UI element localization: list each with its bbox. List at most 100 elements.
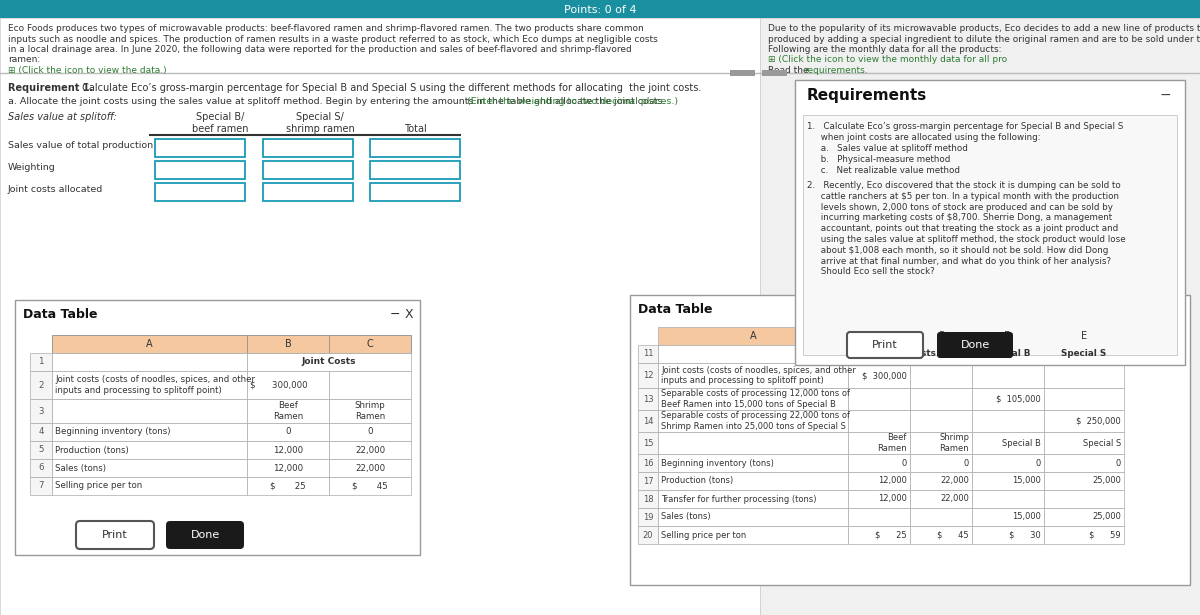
Text: Joint Costs: Joint Costs — [301, 357, 356, 367]
Bar — [972, 472, 1044, 490]
Text: ramen:: ramen: — [8, 55, 41, 65]
Text: a.   Sales value at splitoff method: a. Sales value at splitoff method — [808, 144, 968, 153]
Text: Separable costs of processing 22,000 tons of
Shrimp Ramen into 25,000 tons of Sp: Separable costs of processing 22,000 ton… — [661, 411, 850, 430]
Text: Selling price per ton: Selling price per ton — [661, 531, 746, 539]
Text: $       25: $ 25 — [270, 482, 306, 491]
Bar — [972, 410, 1044, 432]
Text: $      25: $ 25 — [875, 531, 907, 539]
Bar — [848, 508, 910, 526]
Bar — [52, 441, 247, 459]
Text: 0: 0 — [1036, 459, 1042, 467]
Text: 1.   Calculate Eco’s gross-margin percentage for Special B and Special S: 1. Calculate Eco’s gross-margin percenta… — [808, 122, 1123, 131]
Bar — [910, 472, 972, 490]
Bar — [910, 327, 972, 345]
Bar — [910, 508, 972, 526]
Text: c.   Net realizable value method: c. Net realizable value method — [808, 166, 960, 175]
Text: 2: 2 — [38, 381, 43, 389]
Bar — [52, 353, 247, 371]
Text: Sales (tons): Sales (tons) — [55, 464, 106, 472]
Text: 0: 0 — [286, 427, 290, 437]
Bar — [155, 183, 245, 201]
Bar — [370, 161, 460, 179]
Text: $      30: $ 30 — [1009, 531, 1042, 539]
Bar — [247, 335, 329, 353]
Text: Transfer for further processing (tons): Transfer for further processing (tons) — [661, 494, 816, 504]
Text: Total: Total — [403, 124, 426, 134]
Bar — [329, 423, 410, 441]
Text: Sales value of total production at splitoff: Sales value of total production at split… — [8, 141, 202, 150]
Bar — [760, 18, 1200, 615]
Text: C: C — [937, 331, 944, 341]
Bar — [52, 477, 247, 495]
Bar — [658, 327, 848, 345]
Bar — [14, 300, 420, 555]
Bar — [910, 490, 972, 508]
Text: Points: 0 of 4: Points: 0 of 4 — [564, 5, 636, 15]
Bar — [1044, 490, 1124, 508]
Bar — [972, 432, 1044, 454]
Text: Sales value at splitoff:: Sales value at splitoff: — [8, 112, 116, 122]
Text: ⊞ (Click the icon to view the data.): ⊞ (Click the icon to view the data.) — [8, 66, 167, 75]
Bar — [848, 432, 910, 454]
Text: $       45: $ 45 — [352, 482, 388, 491]
Text: Data Table: Data Table — [638, 303, 713, 316]
Bar — [638, 410, 658, 432]
Text: incurring marketing costs of $8,700. Sherrie Dong, a management: incurring marketing costs of $8,700. She… — [808, 213, 1112, 223]
Bar — [30, 423, 52, 441]
Text: Production (tons): Production (tons) — [55, 445, 128, 454]
Text: arrive at that final number, and what do you think of her analysis?: arrive at that final number, and what do… — [808, 256, 1111, 266]
Bar — [30, 371, 52, 399]
Text: −: − — [1159, 88, 1171, 102]
Bar — [1044, 363, 1124, 388]
Bar — [247, 353, 410, 371]
Bar — [30, 459, 52, 477]
Bar — [910, 388, 972, 410]
Text: 17: 17 — [643, 477, 653, 485]
Bar — [638, 345, 658, 363]
Bar — [1044, 472, 1124, 490]
Text: Joint Costs: Joint Costs — [883, 349, 936, 359]
Bar — [796, 80, 1186, 365]
FancyBboxPatch shape — [76, 521, 154, 549]
Bar — [848, 363, 910, 388]
Text: 22,000: 22,000 — [355, 464, 385, 472]
Text: a. Allocate the joint costs using the sales value at splitoff method. Begin by e: a. Allocate the joint costs using the sa… — [8, 97, 666, 106]
Text: 12,000: 12,000 — [272, 445, 304, 454]
Text: 12,000: 12,000 — [878, 494, 907, 504]
Text: Sales (tons): Sales (tons) — [661, 512, 710, 522]
Text: shrimp ramen: shrimp ramen — [286, 124, 354, 134]
Text: Beginning inventory (tons): Beginning inventory (tons) — [661, 459, 774, 467]
Text: Joint costs (costs of noodles, spices, and other
inputs and processing to splito: Joint costs (costs of noodles, spices, a… — [661, 366, 856, 385]
Text: inputs such as noodle and spices. The production of ramen results in a waste pro: inputs such as noodle and spices. The pr… — [8, 34, 658, 44]
Text: Data Table: Data Table — [23, 308, 97, 321]
Bar — [1044, 454, 1124, 472]
Text: Read the: Read the — [768, 66, 811, 75]
Text: $      300,000: $ 300,000 — [250, 381, 307, 389]
Bar — [1044, 432, 1124, 454]
Text: Special B: Special B — [985, 349, 1031, 359]
Text: Special S/: Special S/ — [296, 112, 344, 122]
Text: 0: 0 — [367, 427, 373, 437]
Bar — [247, 441, 329, 459]
Bar — [658, 454, 848, 472]
Text: Shrimp
Ramen: Shrimp Ramen — [355, 402, 385, 421]
Bar — [848, 526, 910, 544]
Text: Production (tons): Production (tons) — [661, 477, 733, 485]
Text: 22,000: 22,000 — [940, 477, 970, 485]
Bar — [658, 345, 848, 363]
Bar — [329, 335, 410, 353]
Text: 0: 0 — [964, 459, 970, 467]
Bar — [1044, 327, 1124, 345]
Text: 19: 19 — [643, 512, 653, 522]
Bar — [658, 410, 848, 432]
Bar — [630, 295, 1190, 585]
Text: C: C — [367, 339, 373, 349]
Text: X: X — [406, 308, 414, 321]
Bar — [1044, 508, 1124, 526]
Bar — [638, 508, 658, 526]
Text: −: − — [390, 308, 401, 321]
Text: when joint costs are allocated using the following:: when joint costs are allocated using the… — [808, 133, 1040, 142]
Bar — [972, 327, 1044, 345]
Text: $      45: $ 45 — [937, 531, 970, 539]
Text: Print: Print — [872, 340, 898, 350]
